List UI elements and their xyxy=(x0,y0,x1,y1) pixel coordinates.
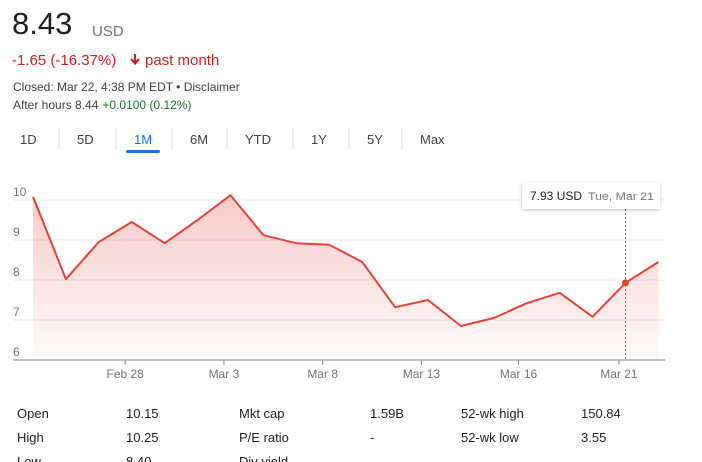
price-line xyxy=(32,194,659,327)
change: -1.65 (-16.37%) xyxy=(12,52,116,69)
after-hours: After hours 8.44 xyxy=(13,98,99,112)
range-tab[interactable]: YTD xyxy=(245,132,271,147)
range-tab[interactable]: 6M xyxy=(190,132,208,147)
stat-label: Mkt cap xyxy=(239,406,285,421)
stat-value: - xyxy=(370,430,374,445)
down-arrow xyxy=(130,54,140,66)
period: past month xyxy=(145,52,219,69)
price: 8.43 xyxy=(12,6,72,41)
stat-value: 10.25 xyxy=(126,430,159,445)
stat-value: 1.59B xyxy=(370,406,404,421)
range-tab[interactable]: 5D xyxy=(77,132,94,147)
separator: • xyxy=(173,80,184,94)
after-hours-change: +0.0100 (0.12%) xyxy=(102,98,191,112)
tooltip-date: Tue, Mar 21 xyxy=(588,191,654,203)
x-tick-label: Feb 28 xyxy=(106,367,144,381)
tooltip-box xyxy=(522,183,660,209)
range-tab[interactable]: 5Y xyxy=(367,132,383,147)
after-hours-info: After hours 8.44 +0.0100 (0.12%) xyxy=(13,98,191,112)
y-tick-label: 7 xyxy=(13,305,20,319)
tooltip-price: 7.93 USD xyxy=(530,189,582,203)
y-tick-label: 10 xyxy=(13,185,27,199)
y-tick-label: 8 xyxy=(13,265,20,279)
chart: 6 7 8 9 10 Feb 28 Mar 3 Mar 8 Mar 13 Mar 16 Mar 21… xyxy=(13,183,665,381)
stat-value: 8.40 xyxy=(126,454,151,462)
range-tab[interactable]: Max xyxy=(420,132,445,147)
stat-label: High xyxy=(17,430,44,445)
stat-label: Low xyxy=(17,454,41,462)
stat-value: 150.84 xyxy=(581,406,621,421)
closed-info: Closed: Mar 22, 4:38 PM EDT • Disclaimer xyxy=(13,80,240,94)
x-tick-label: Mar 8 xyxy=(307,367,338,381)
area-fill xyxy=(33,195,659,360)
stat-label: 52-wk low xyxy=(461,430,519,445)
x-tick-label: Mar 16 xyxy=(500,367,538,381)
stat-label: Div yield xyxy=(239,454,288,462)
range-tabs: 1D 5D 1M 6M YTD 1Y 5Y Max xyxy=(20,128,445,153)
y-tick-label: 6 xyxy=(13,345,20,359)
closed: Closed: Mar 22, 4:38 PM EDT xyxy=(13,80,174,94)
range-tab[interactable]: 1M xyxy=(134,132,152,147)
stat-label: 52-wk high xyxy=(461,406,524,421)
disclaimer[interactable]: Disclaimer xyxy=(184,80,240,94)
y-tick-label: 9 xyxy=(13,225,20,239)
stats-table: Open 10.15 Mkt cap 1.59B 52-wk high 150.84 Hig… xyxy=(17,406,621,462)
hover-point xyxy=(622,279,629,287)
stat-value: 3.55 xyxy=(581,430,606,445)
range-tab[interactable]: 1Y xyxy=(311,132,327,147)
stat-label: Open xyxy=(17,406,49,421)
stat-value: 10.15 xyxy=(126,406,159,421)
currency: USD xyxy=(92,23,124,40)
active-tab-underline xyxy=(126,150,161,153)
x-tick-label: Mar 3 xyxy=(209,367,240,381)
range-tab[interactable]: 1D xyxy=(20,132,37,147)
x-tick-label: Mar 21 xyxy=(600,367,638,381)
x-tick-label: Mar 13 xyxy=(403,367,441,381)
stat-label: P/E ratio xyxy=(239,430,289,445)
